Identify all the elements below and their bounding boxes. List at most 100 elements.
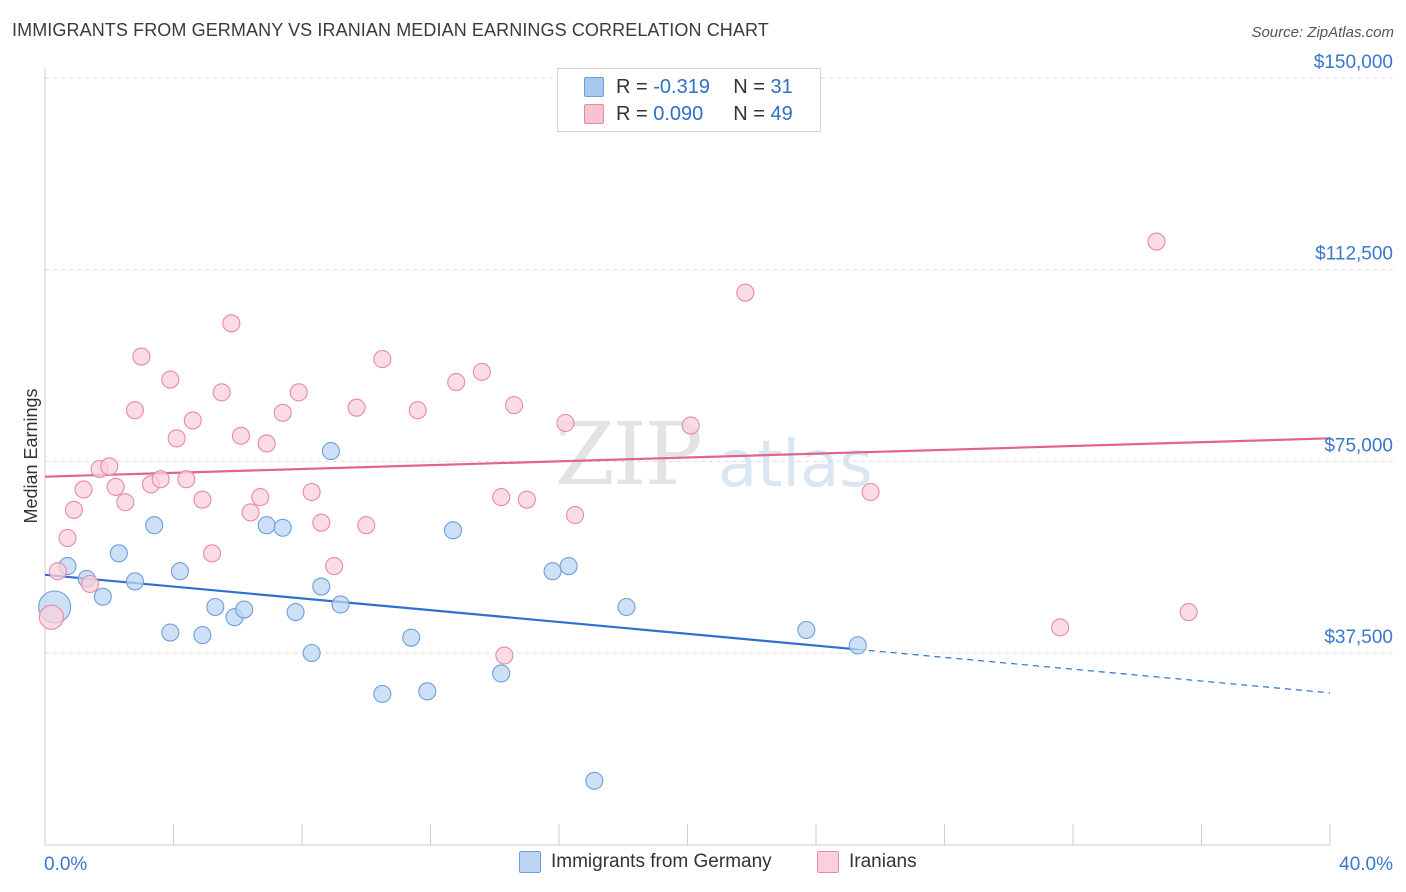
- point-iranians: [566, 505, 585, 525]
- trend-line-germany-extension: [857, 648, 1331, 694]
- trend-lines: [44, 437, 1331, 694]
- point-germany: [443, 521, 463, 540]
- point-iranians: [495, 646, 514, 665]
- point-iranians: [222, 314, 241, 333]
- point-germany: [257, 516, 276, 535]
- point-iranians: [231, 426, 251, 445]
- point-iranians: [1147, 232, 1166, 251]
- axis-labels: $37,500 $75,000 $112,500 $150,000 0.0% 40.0% M…: [21, 52, 1393, 875]
- point-germany: [331, 595, 350, 614]
- point-iranians: [183, 411, 202, 430]
- point-iranians: [861, 482, 880, 502]
- point-iranians: [492, 488, 511, 507]
- point-iranians: [736, 283, 755, 302]
- point-iranians: [504, 396, 524, 415]
- point-germany: [302, 643, 321, 663]
- point-iranians: [472, 362, 491, 381]
- point-iranians: [58, 528, 77, 548]
- point-germany: [797, 620, 816, 640]
- x-tick-label-min: 0.0%: [44, 854, 87, 875]
- point-iranians: [48, 562, 67, 581]
- point-iranians: [517, 490, 536, 509]
- point-iranians: [167, 429, 186, 448]
- point-iranians: [447, 373, 466, 392]
- legend-n-value: 49: [770, 102, 793, 125]
- point-germany: [109, 544, 128, 563]
- point-germany: [492, 664, 511, 683]
- point-germany: [373, 684, 392, 703]
- point-iranians: [289, 383, 308, 402]
- point-germany: [286, 603, 305, 622]
- point-iranians: [556, 413, 575, 433]
- x-tick-label-max: 40.0%: [1339, 854, 1393, 875]
- point-iranians: [64, 500, 83, 519]
- bottom-legend-swatch-germany: [519, 851, 541, 873]
- point-iranians: [177, 470, 196, 489]
- legend-swatch-iranians: [584, 104, 604, 124]
- legend-swatch-germany: [584, 77, 604, 97]
- axes: [44, 68, 1331, 846]
- point-germany: [206, 597, 225, 617]
- point-germany: [848, 636, 867, 655]
- y-axis-label: Median Earnings: [21, 388, 41, 523]
- point-iranians: [347, 398, 366, 417]
- point-germany: [125, 572, 144, 591]
- correlation-legend: R = -0.319 N = 31 R = 0.090 N = 49: [557, 68, 821, 132]
- point-germany: [193, 626, 212, 645]
- legend-n-value: 31: [770, 75, 793, 98]
- bottom-legend-iranians[interactable]: Iranians: [817, 851, 917, 873]
- point-iranians: [302, 482, 321, 502]
- point-germany: [161, 623, 180, 642]
- bottom-legend-germany[interactable]: Immigrants from Germany: [519, 851, 772, 873]
- y-tick-label: $150,000: [1314, 52, 1393, 73]
- y-tick-label: $112,500: [1315, 244, 1393, 265]
- point-germany: [170, 562, 189, 581]
- point-iranians: [325, 557, 344, 576]
- bottom-legend-label-iranians: Iranians: [849, 851, 917, 872]
- point-iranians: [373, 350, 392, 369]
- point-iranians: [132, 347, 151, 366]
- legend-row-iranians: R = 0.090 N = 49: [584, 101, 793, 127]
- point-germany: [93, 587, 112, 606]
- point-iranians: [74, 480, 93, 499]
- point-germany: [145, 516, 164, 535]
- point-iranians: [161, 370, 180, 389]
- point-germany: [543, 562, 562, 581]
- legend-n-label: N =: [733, 75, 765, 98]
- watermark-atlas: atlas: [718, 428, 873, 502]
- point-iranians: [257, 434, 276, 453]
- bottom-legend-label-germany: Immigrants from Germany: [551, 851, 772, 872]
- point-iranians: [80, 574, 100, 594]
- point-iranians: [203, 544, 222, 563]
- trend-line-iranians: [44, 437, 1331, 478]
- point-iranians: [357, 516, 376, 535]
- point-iranians: [212, 383, 231, 402]
- point-iranians: [681, 416, 700, 435]
- legend-r-value: 0.090: [653, 102, 704, 125]
- point-germany: [402, 628, 421, 647]
- point-germany: [321, 442, 340, 461]
- point-iranians: [312, 513, 331, 532]
- gridlines: [45, 77, 1395, 654]
- point-iranians: [100, 457, 119, 476]
- point-germany: [617, 597, 636, 617]
- point-iranians: [273, 403, 292, 422]
- legend-r-label: R =: [616, 75, 648, 98]
- point-iranians: [1051, 618, 1070, 637]
- data-points: [38, 232, 1198, 790]
- bottom-legend-swatch-iranians: [817, 851, 839, 873]
- point-germany: [273, 518, 292, 537]
- y-tick-label: $75,000: [1324, 435, 1393, 456]
- point-iranians: [125, 401, 144, 420]
- point-iranians: [408, 401, 427, 420]
- point-iranians: [151, 470, 170, 489]
- legend-n-label: N =: [733, 102, 765, 125]
- legend-row-germany: R = -0.319 N = 31: [584, 74, 793, 100]
- legend-r-value: -0.319: [653, 75, 710, 98]
- point-germany: [312, 577, 331, 596]
- point-iranians: [106, 477, 125, 496]
- point-iranians: [251, 488, 270, 507]
- point-germany: [585, 771, 604, 790]
- y-tick-label: $37,500: [1324, 627, 1393, 648]
